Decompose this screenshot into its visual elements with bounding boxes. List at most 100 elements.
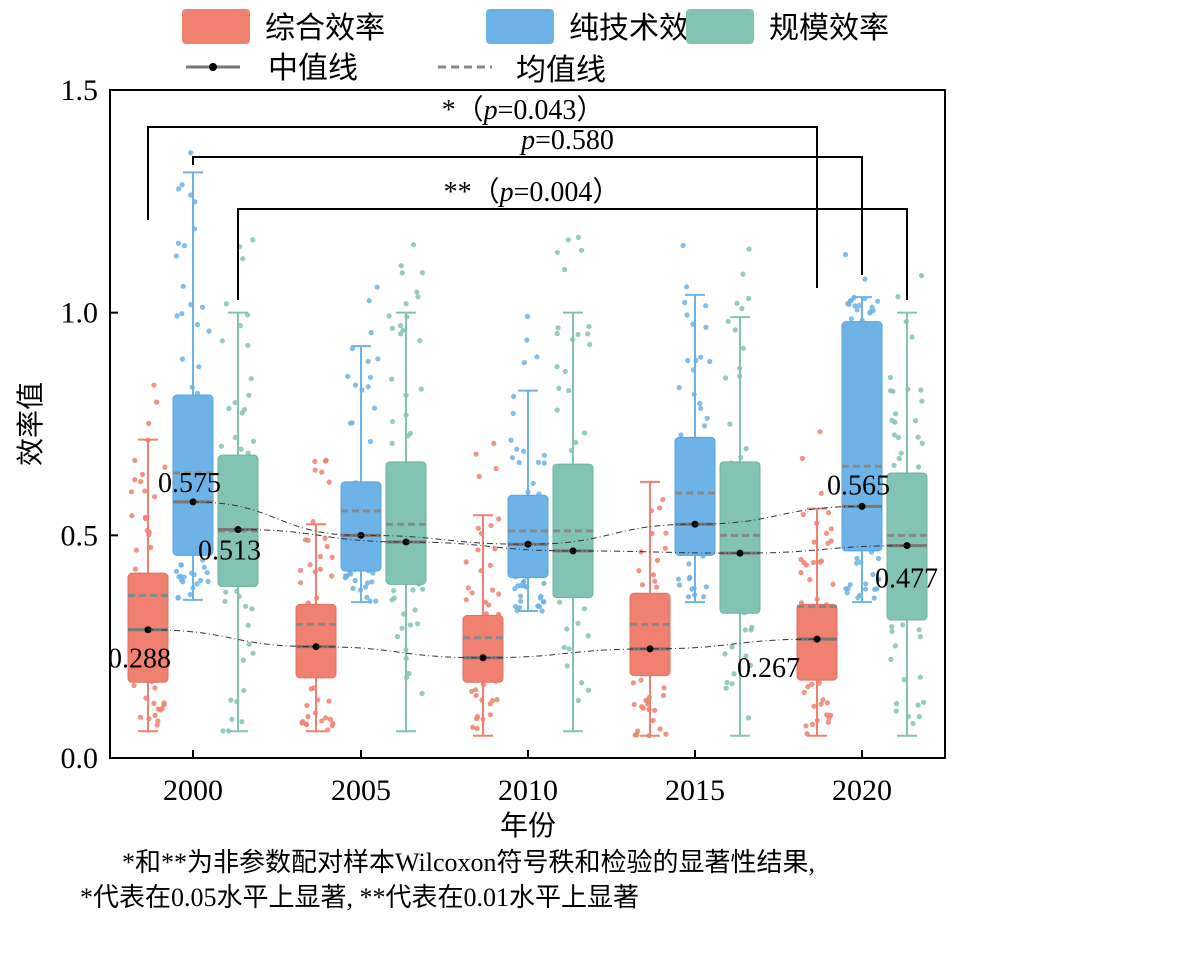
median-value-label: 0.513 — [198, 536, 261, 567]
data-point — [820, 697, 826, 703]
data-point — [132, 457, 138, 463]
data-point — [317, 553, 323, 560]
data-point — [181, 574, 187, 580]
median-value-label: 0.575 — [158, 468, 221, 499]
data-point — [876, 576, 882, 582]
data-point — [639, 582, 646, 588]
data-point — [650, 717, 656, 724]
x-axis-label: 年份 — [500, 809, 556, 842]
data-point — [729, 681, 735, 687]
data-point — [663, 731, 669, 737]
data-point — [250, 438, 257, 444]
data-point — [586, 323, 592, 330]
data-point — [410, 242, 417, 248]
data-point — [188, 192, 194, 198]
data-point — [816, 680, 823, 686]
data-point — [573, 439, 579, 446]
data-point — [701, 594, 707, 600]
data-point — [323, 715, 329, 721]
data-point — [155, 706, 161, 712]
data-point — [535, 459, 542, 465]
data-point — [524, 337, 530, 343]
data-point — [204, 570, 210, 576]
data-point — [174, 313, 180, 319]
data-point — [476, 473, 482, 479]
data-point — [370, 570, 376, 576]
data-point — [510, 410, 516, 417]
data-point — [917, 674, 923, 680]
data-point — [847, 582, 853, 588]
box-body — [462, 614, 504, 683]
data-point — [919, 440, 925, 446]
data-point — [876, 555, 882, 562]
data-point — [530, 480, 536, 486]
data-point — [561, 644, 567, 651]
data-point — [473, 692, 479, 699]
data-point — [175, 595, 181, 601]
x-tick-label: 2005 — [331, 774, 391, 807]
data-point — [475, 525, 481, 531]
median-dot — [646, 645, 654, 653]
box-body — [841, 321, 883, 552]
data-point — [678, 432, 684, 438]
data-point — [798, 570, 804, 576]
data-point — [510, 393, 517, 399]
data-point — [740, 345, 746, 351]
data-point — [391, 595, 397, 601]
data-point — [229, 716, 235, 723]
data-point — [565, 237, 571, 243]
data-point — [312, 458, 318, 464]
box-2-3 — [719, 316, 761, 737]
data-point — [916, 713, 923, 720]
data-point — [364, 594, 370, 601]
data-point — [921, 699, 927, 705]
data-point — [723, 375, 729, 381]
box-1-1 — [340, 345, 382, 604]
data-point — [566, 387, 572, 394]
data-point — [143, 515, 149, 522]
data-point — [469, 688, 475, 695]
data-point — [196, 364, 202, 370]
median-dot — [402, 538, 410, 546]
data-point — [657, 505, 663, 511]
data-point — [801, 689, 807, 696]
data-point — [420, 586, 426, 592]
y-axis-label: 效率值 — [14, 382, 47, 466]
data-point — [540, 599, 547, 605]
data-point — [555, 325, 561, 331]
data-point — [197, 577, 204, 584]
data-point — [394, 634, 401, 640]
box-2-4 — [886, 311, 928, 737]
box-2-1 — [385, 311, 427, 733]
data-point — [342, 575, 348, 581]
data-point — [727, 421, 733, 427]
data-point — [375, 356, 381, 362]
data-point — [494, 697, 500, 703]
median-trend-lines — [147, 501, 908, 659]
data-point — [643, 697, 649, 704]
data-point — [896, 455, 902, 462]
data-point — [891, 432, 898, 438]
data-point — [400, 327, 406, 334]
data-point — [556, 385, 562, 391]
data-point — [566, 646, 572, 652]
footnote-line-1: *和**为非参数配对样本Wilcoxon符号秩和检验的显著性结果, — [122, 848, 815, 877]
data-point — [893, 708, 899, 714]
data-point — [874, 586, 880, 592]
data-point — [909, 334, 915, 340]
data-point — [132, 566, 138, 572]
data-point — [322, 535, 328, 542]
data-point — [407, 622, 413, 628]
data-point — [129, 513, 135, 519]
significance-bracket-2 — [237, 208, 908, 300]
data-point — [842, 252, 849, 258]
data-point — [132, 477, 138, 483]
data-point — [852, 303, 858, 309]
data-point — [722, 651, 728, 657]
data-point — [139, 471, 146, 477]
data-point — [742, 627, 749, 633]
data-point — [368, 330, 374, 336]
legend-mean-label: 均值线 — [516, 53, 606, 88]
data-point — [743, 446, 749, 452]
